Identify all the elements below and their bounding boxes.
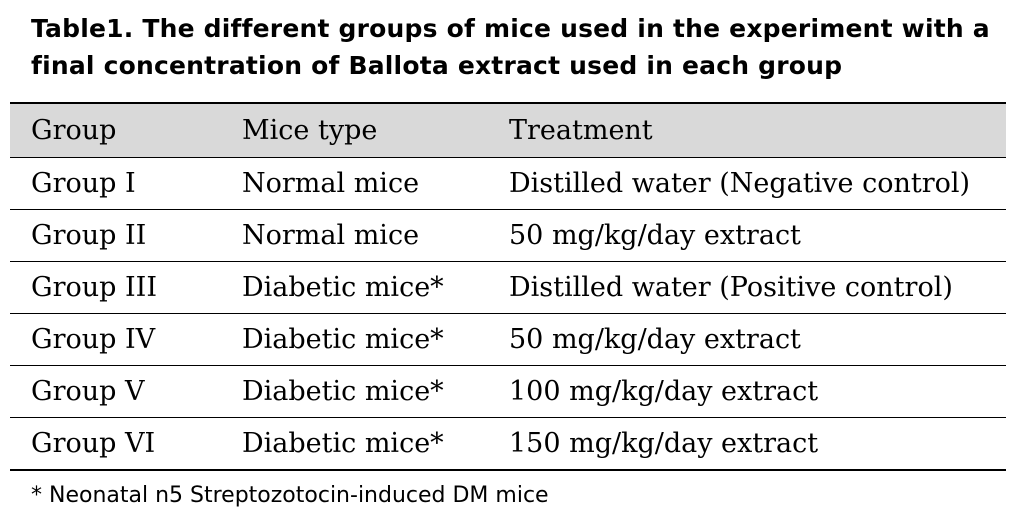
cell-treatment: 50 mg/kg/day extract: [509, 220, 801, 251]
cell-treatment: Distilled water (Positive control): [509, 272, 953, 303]
cell-mice-type: Diabetic mice*: [242, 376, 444, 407]
table-row: Group II Normal mice 50 mg/kg/day extrac…: [10, 209, 1006, 261]
caption-line-2: final concentration of Ballota extract u…: [31, 51, 843, 80]
cell-group: Group I: [31, 168, 136, 199]
cell-group: Group II: [31, 220, 147, 251]
cell-group: Group VI: [31, 428, 156, 459]
cell-treatment: 50 mg/kg/day extract: [509, 324, 801, 355]
cell-group: Group IV: [31, 324, 156, 355]
cell-mice-type: Diabetic mice*: [242, 428, 444, 459]
caption-line-1: Table1. The different groups of mice use…: [31, 14, 990, 43]
header-group: Group: [31, 115, 117, 146]
table-row: Group IV Diabetic mice* 50 mg/kg/day ext…: [10, 313, 1006, 365]
groups-table: Group Mice type Treatment Group I Normal…: [10, 102, 1006, 471]
table-footnote: * Neonatal n5 Streptozotocin-induced DM …: [31, 483, 549, 508]
cell-group: Group V: [31, 376, 145, 407]
table-caption: Table1. The different groups of mice use…: [31, 10, 1006, 84]
table-row: Group I Normal mice Distilled water (Neg…: [10, 157, 1006, 209]
cell-treatment: Distilled water (Negative control): [509, 168, 971, 199]
table-row: Group V Diabetic mice* 100 mg/kg/day ext…: [10, 365, 1006, 417]
table-header-row: Group Mice type Treatment: [10, 104, 1006, 157]
cell-treatment: 100 mg/kg/day extract: [509, 376, 819, 407]
cell-group: Group III: [31, 272, 157, 303]
table-row: Group VI Diabetic mice* 150 mg/kg/day ex…: [10, 417, 1006, 469]
cell-mice-type: Diabetic mice*: [242, 324, 444, 355]
header-treatment: Treatment: [509, 115, 653, 146]
cell-mice-type: Normal mice: [242, 168, 420, 199]
cell-treatment: 150 mg/kg/day extract: [509, 428, 819, 459]
header-mice-type: Mice type: [242, 115, 378, 146]
cell-mice-type: Normal mice: [242, 220, 420, 251]
cell-mice-type: Diabetic mice*: [242, 272, 444, 303]
table-row: Group III Diabetic mice* Distilled water…: [10, 261, 1006, 313]
